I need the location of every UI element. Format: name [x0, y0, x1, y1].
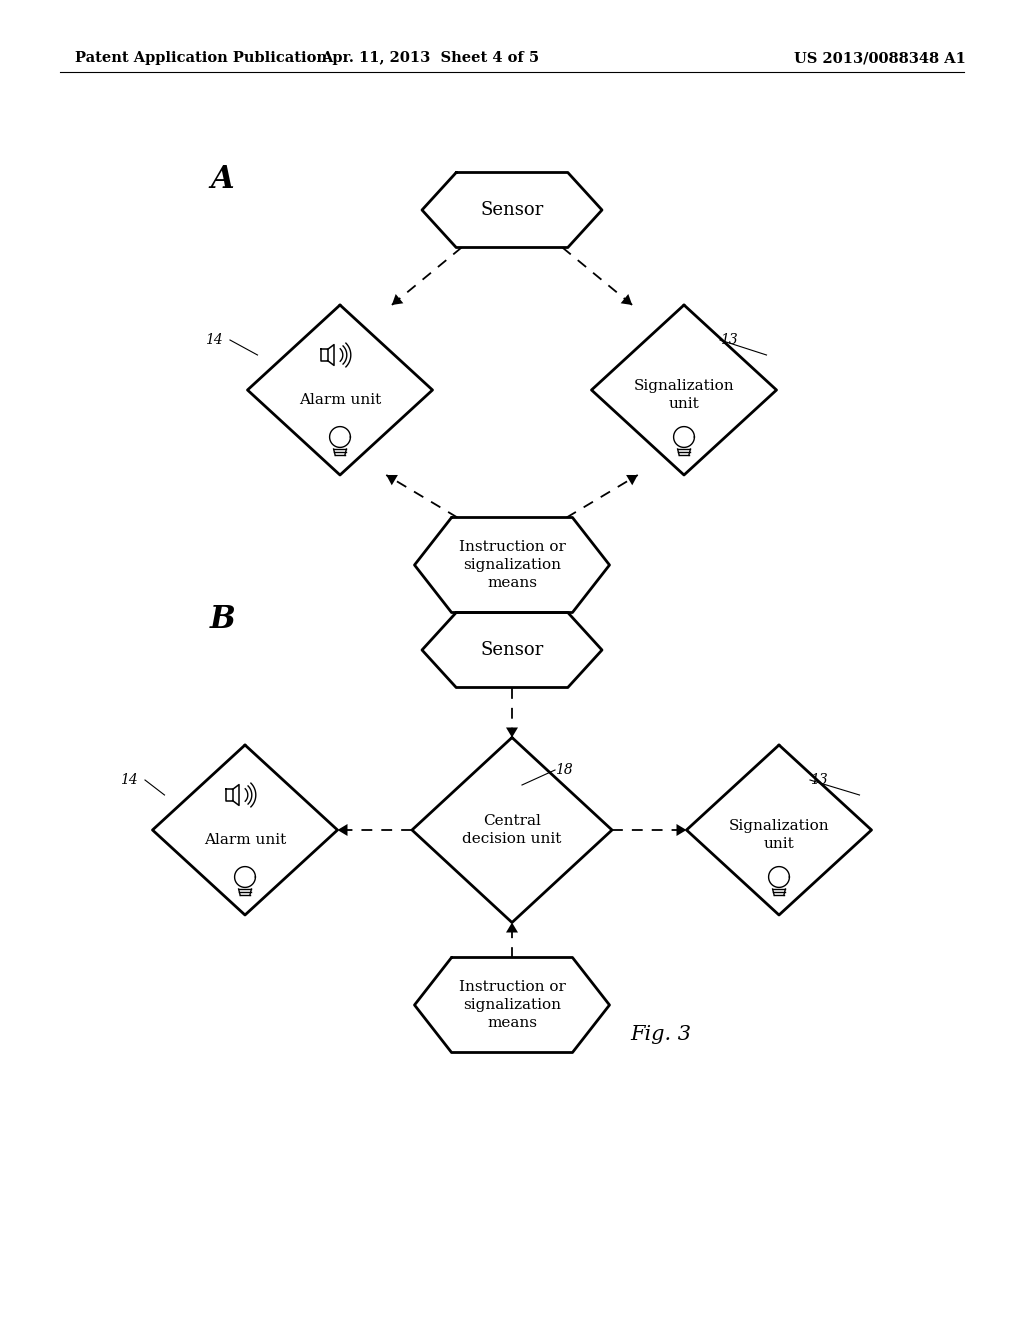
Text: 14: 14	[120, 774, 138, 787]
Text: B: B	[210, 605, 236, 635]
Text: Instruction or
signalization
means: Instruction or signalization means	[459, 540, 565, 590]
Polygon shape	[338, 824, 347, 836]
Polygon shape	[506, 923, 518, 932]
Text: 14: 14	[205, 333, 223, 347]
Text: Patent Application Publication: Patent Application Publication	[75, 51, 327, 65]
Text: 13: 13	[720, 333, 737, 347]
Polygon shape	[386, 475, 398, 486]
Text: Apr. 11, 2013  Sheet 4 of 5: Apr. 11, 2013 Sheet 4 of 5	[321, 51, 539, 65]
Text: Alarm unit: Alarm unit	[204, 833, 286, 847]
Text: Fig. 3: Fig. 3	[630, 1026, 691, 1044]
Polygon shape	[506, 727, 518, 738]
Text: US 2013/0088348 A1: US 2013/0088348 A1	[794, 51, 966, 65]
Text: Alarm unit: Alarm unit	[299, 393, 381, 407]
Text: Instruction or
signalization
means: Instruction or signalization means	[459, 979, 565, 1031]
Text: Sensor: Sensor	[480, 201, 544, 219]
Text: 18: 18	[555, 763, 572, 777]
Text: 13: 13	[810, 774, 827, 787]
Text: Signalization
unit: Signalization unit	[729, 820, 829, 850]
Polygon shape	[626, 475, 638, 486]
Polygon shape	[677, 824, 686, 836]
Text: Sensor: Sensor	[480, 642, 544, 659]
Text: Central
decision unit: Central decision unit	[462, 814, 562, 846]
Polygon shape	[621, 294, 632, 305]
Text: A: A	[210, 165, 233, 195]
Text: Signalization
unit: Signalization unit	[634, 379, 734, 411]
Polygon shape	[392, 294, 403, 305]
